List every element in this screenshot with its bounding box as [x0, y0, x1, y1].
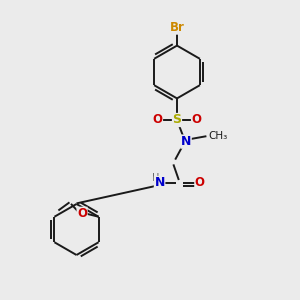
- Text: O: O: [77, 207, 87, 220]
- Text: O: O: [195, 176, 205, 190]
- Text: S: S: [172, 113, 182, 127]
- Text: CH₃: CH₃: [208, 131, 227, 141]
- Text: Br: Br: [169, 21, 184, 34]
- Text: O: O: [191, 113, 202, 127]
- Text: N: N: [154, 176, 165, 190]
- Text: O: O: [152, 113, 163, 127]
- Text: H: H: [152, 173, 159, 183]
- Text: N: N: [181, 135, 191, 148]
